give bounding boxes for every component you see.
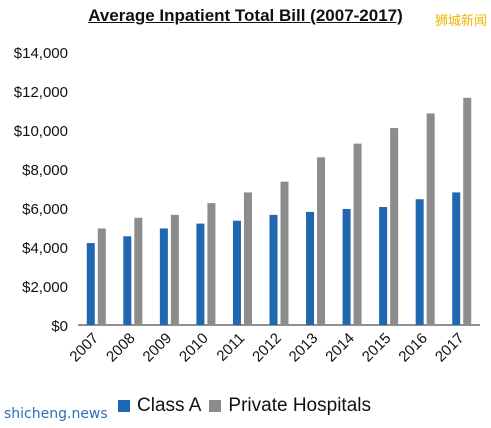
watermark-top: 狮城新闻: [434, 14, 487, 29]
chart-plot: $0 $2,000 $4,000 $6,000 $8,000 $10,000 $12,000…: [14, 45, 480, 366]
bar-private-hospitals-2009: [170, 214, 179, 325]
bar-private-hospitals-2012: [280, 181, 289, 325]
bar-private-hospitals-2008: [134, 217, 143, 325]
y-tick-label: $10,000: [14, 123, 68, 140]
y-tick-label: $6,000: [22, 201, 68, 218]
bar-private-hospitals-2016: [426, 113, 435, 325]
x-tick-label: 2014: [322, 330, 358, 366]
bar-class-a-2015: [379, 207, 388, 325]
x-tick-label: 2009: [140, 330, 176, 366]
y-tick-label: $8,000: [22, 162, 68, 179]
bar-private-hospitals-2017: [463, 97, 472, 325]
bar-class-a-2007: [86, 243, 95, 325]
x-tick-label: 2008: [103, 330, 139, 366]
bar-class-a-2016: [415, 199, 424, 325]
chart-title: Average Inpatient Total Bill (2007-2017): [88, 6, 403, 25]
x-tick-label: 2007: [66, 330, 102, 366]
x-tick-label: 2011: [213, 330, 248, 365]
bar-private-hospitals-2011: [243, 192, 252, 325]
bar-private-hospitals-2013: [317, 157, 326, 325]
chart-legend: Class A Private Hospitals: [118, 395, 371, 417]
x-tick-label: 2010: [176, 330, 212, 366]
legend-swatch-class-a: [118, 400, 130, 412]
legend-label-class-a: Class A: [137, 395, 202, 416]
bar-private-hospitals-2007: [97, 228, 106, 325]
y-tick-label: $0: [51, 318, 68, 335]
x-tick-label: 2016: [395, 330, 431, 366]
legend-swatch-private-hospitals: [209, 400, 222, 412]
bar-class-a-2008: [123, 236, 132, 325]
bar-private-hospitals-2014: [353, 143, 362, 325]
bar-class-a-2011: [232, 220, 241, 325]
x-tick-label: 2015: [359, 330, 395, 366]
bar-class-a-2017: [452, 192, 461, 325]
bar-private-hospitals-2010: [207, 203, 216, 325]
x-tick-label: 2017: [432, 330, 468, 366]
y-tick-label: $4,000: [22, 240, 68, 257]
bar-class-a-2013: [306, 211, 315, 325]
bar-class-a-2014: [342, 208, 351, 325]
x-tick-label: 2013: [286, 330, 322, 366]
y-tick-label: $14,000: [14, 45, 68, 62]
watermark-bottom: shicheng.news: [4, 406, 108, 422]
bar-private-hospitals-2015: [390, 128, 399, 325]
bar-class-a-2012: [269, 214, 278, 325]
legend-label-private-hospitals: Private Hospitals: [228, 395, 371, 416]
bar-class-a-2009: [159, 228, 168, 325]
y-tick-label: $2,000: [22, 279, 68, 296]
legend-item-private-hospitals: Private Hospitals: [209, 395, 371, 417]
x-tick-label: 2012: [249, 330, 285, 366]
bar-class-a-2010: [196, 223, 205, 325]
y-tick-label: $12,000: [14, 84, 68, 101]
legend-item-class-a: Class A: [118, 395, 201, 417]
